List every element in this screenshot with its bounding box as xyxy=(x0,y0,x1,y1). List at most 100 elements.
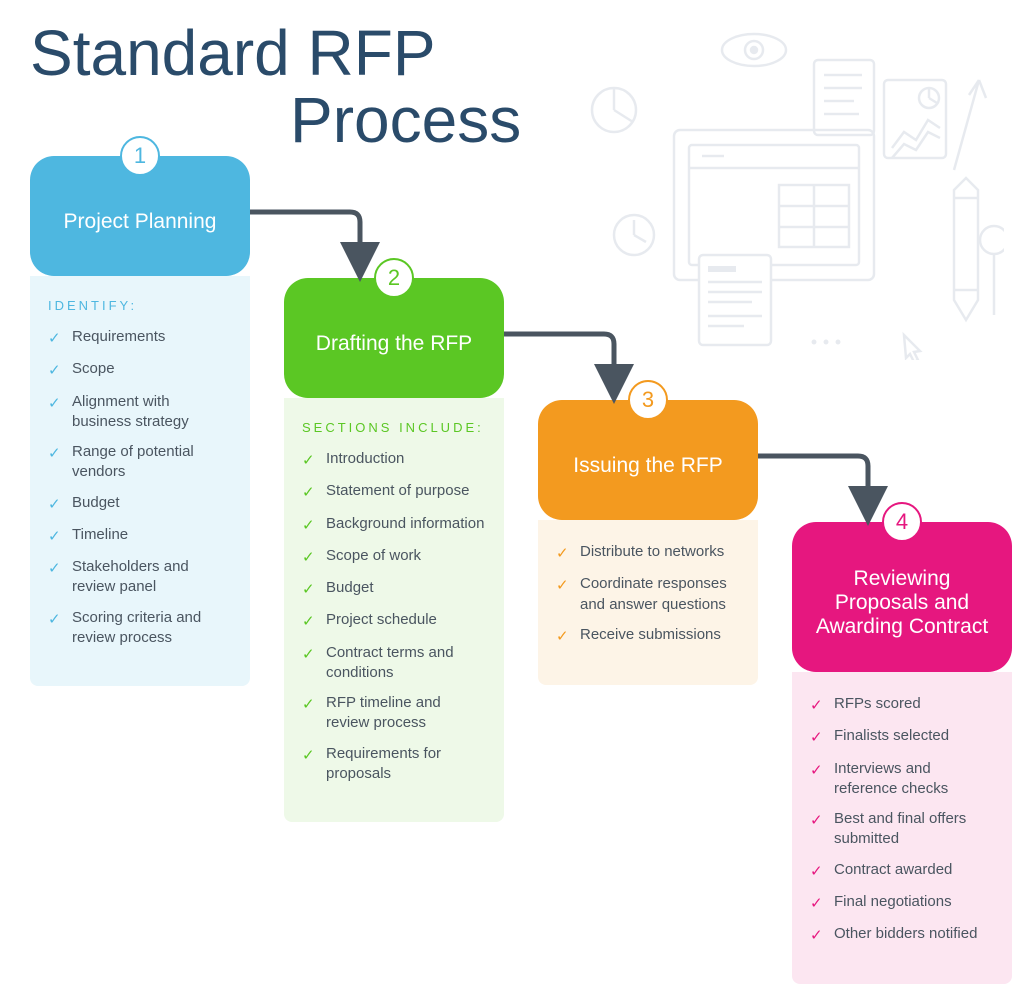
list-item: ✓ Interviews and reference checks xyxy=(810,759,994,800)
title-line-1: Standard RFP xyxy=(30,20,521,87)
step-header-1: 1Project Planning xyxy=(30,156,250,276)
list-item-text: Scoring criteria and review process xyxy=(72,608,232,649)
list-item-text: Distribute to networks xyxy=(580,542,724,562)
check-icon: ✓ xyxy=(48,394,62,414)
step-4: 4Reviewing Proposals and Awarding Contra… xyxy=(792,522,1012,984)
list-item: ✓ Other bidders notified xyxy=(810,924,994,946)
check-icon: ✓ xyxy=(48,329,62,349)
check-icon: ✓ xyxy=(302,746,316,766)
check-icon: ✓ xyxy=(48,610,62,630)
check-list: ✓Requirements✓Scope✓Alignment with busin… xyxy=(48,327,232,648)
list-item: ✓ Range of potential vendors xyxy=(48,442,232,483)
list-item: ✓ Scope of work xyxy=(302,546,486,568)
list-item: ✓ Timeline xyxy=(48,525,232,547)
check-icon: ✓ xyxy=(302,516,316,536)
list-item: ✓ Introduction xyxy=(302,449,486,471)
step-3: 3Issuing the RFP✓Distribute to networks✓… xyxy=(538,400,758,685)
check-icon: ✓ xyxy=(302,645,316,665)
step-number-badge: 1 xyxy=(120,136,160,176)
step-body-3: ✓ Distribute to networks ✓Coordinate respo… xyxy=(538,520,758,685)
list-item: ✓ Requirements for proposals xyxy=(302,744,486,785)
check-icon: ✓ xyxy=(810,862,824,882)
list-item: ✓ Budget xyxy=(48,493,232,515)
step-title: Reviewing Proposals and Awarding Contrac… xyxy=(812,567,992,639)
list-item: ✓ Contract awarded xyxy=(810,860,994,882)
list-item: ✓ Best and final offers submitted xyxy=(810,809,994,850)
list-item-text: Receive submissions xyxy=(580,625,721,645)
list-item-text: Other bidders notified xyxy=(834,924,977,944)
list-item: ✓ RFP timeline and review process xyxy=(302,693,486,734)
check-icon: ✓ xyxy=(302,451,316,471)
step-2: 2Drafting the RFPSECTIONS INCLUDE:✓Intro… xyxy=(284,278,504,822)
step-body-1: IDENTIFY:✓Requirements✓Scope✓Alignment w… xyxy=(30,276,250,686)
list-item: ✓ Stakeholders and review panel xyxy=(48,557,232,598)
step-title: Issuing the RFP xyxy=(573,454,722,478)
list-item: ✓Scope xyxy=(48,359,232,381)
check-icon: ✓ xyxy=(556,576,570,596)
step-number-badge: 3 xyxy=(628,380,668,420)
check-icon: ✓ xyxy=(302,612,316,632)
step-header-2: 2Drafting the RFP xyxy=(284,278,504,398)
list-item: ✓ Final negotiations xyxy=(810,892,994,914)
list-item-text: Stakeholders and review panel xyxy=(72,557,232,598)
list-item-text: Contract awarded xyxy=(834,860,952,880)
step-body-2: SECTIONS INCLUDE:✓Introduction✓Statement… xyxy=(284,398,504,822)
page-title: Standard RFP Process xyxy=(30,20,521,154)
list-item: ✓ Alignment with business strategy xyxy=(48,392,232,433)
check-icon: ✓ xyxy=(810,894,824,914)
list-item-text: Best and final offers submitted xyxy=(834,809,994,850)
step-header-4: 4Reviewing Proposals and Awarding Contra… xyxy=(792,522,1012,672)
list-item: ✓ Budget xyxy=(302,578,486,600)
list-item: ✓Requirements xyxy=(48,327,232,349)
list-item: ✓Coordinate responses and answer questio… xyxy=(556,574,740,615)
check-icon: ✓ xyxy=(556,544,570,564)
list-item-text: RFP timeline and review process xyxy=(326,693,486,734)
list-item-text: Requirements for proposals xyxy=(326,744,486,785)
list-item-text: Interviews and reference checks xyxy=(834,759,994,800)
list-item-text: Timeline xyxy=(72,525,128,545)
check-icon: ✓ xyxy=(556,627,570,647)
list-item-text: Budget xyxy=(72,493,120,513)
check-list: ✓RFPs scored✓Finalists selected✓Intervie… xyxy=(810,694,994,946)
list-item: ✓Statement of purpose xyxy=(302,481,486,503)
list-item-text: Final negotiations xyxy=(834,892,952,912)
check-icon: ✓ xyxy=(302,548,316,568)
list-item: ✓ Distribute to networks xyxy=(556,542,740,564)
check-icon: ✓ xyxy=(48,444,62,464)
check-icon: ✓ xyxy=(810,761,824,781)
list-item: ✓ Scoring criteria and review process xyxy=(48,608,232,649)
check-icon: ✓ xyxy=(302,695,316,715)
check-icon: ✓ xyxy=(810,811,824,831)
section-label: IDENTIFY: xyxy=(48,298,232,313)
list-item-text: Scope of work xyxy=(326,546,421,566)
list-item-text: Range of potential vendors xyxy=(72,442,232,483)
step-number-badge: 2 xyxy=(374,258,414,298)
list-item-text: Budget xyxy=(326,578,374,598)
step-body-4: ✓RFPs scored✓Finalists selected✓Intervie… xyxy=(792,672,1012,984)
list-item-text: Finalists selected xyxy=(834,726,949,746)
check-icon: ✓ xyxy=(48,495,62,515)
step-title: Project Planning xyxy=(64,210,217,234)
step-header-3: 3Issuing the RFP xyxy=(538,400,758,520)
list-item-text: Project schedule xyxy=(326,610,437,630)
check-icon: ✓ xyxy=(302,483,316,503)
list-item: ✓Finalists selected xyxy=(810,726,994,748)
decorative-illustration xyxy=(584,20,1004,360)
step-number-badge: 4 xyxy=(882,502,922,542)
list-item-text: Contract terms and conditions xyxy=(326,643,486,684)
list-item: ✓ Contract terms and conditions xyxy=(302,643,486,684)
check-icon: ✓ xyxy=(48,559,62,579)
check-icon: ✓ xyxy=(48,527,62,547)
list-item-text: RFPs scored xyxy=(834,694,921,714)
list-item-text: Introduction xyxy=(326,449,404,469)
check-list: ✓ Distribute to networks ✓Coordinate respo… xyxy=(556,542,740,647)
list-item-text: Scope xyxy=(72,359,115,379)
check-icon: ✓ xyxy=(302,580,316,600)
step-1: 1Project PlanningIDENTIFY:✓Requirements✓… xyxy=(30,156,250,686)
title-line-2: Process xyxy=(30,87,521,154)
list-item: ✓ Receive submissions xyxy=(556,625,740,647)
check-icon: ✓ xyxy=(810,696,824,716)
list-item-text: Alignment with business strategy xyxy=(72,392,232,433)
list-item-text: Background information xyxy=(326,514,484,534)
check-icon: ✓ xyxy=(810,926,824,946)
